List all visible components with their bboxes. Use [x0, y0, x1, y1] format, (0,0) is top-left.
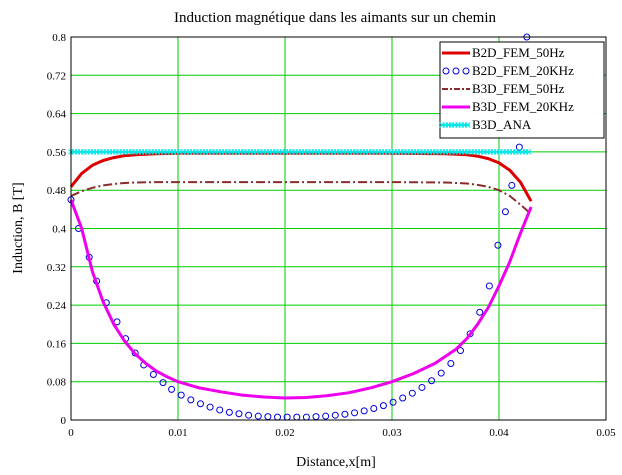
y-tick-label: 0.08	[47, 377, 67, 389]
x-tick-label: 0	[68, 427, 74, 439]
x-tick-label: 0.01	[168, 427, 187, 439]
x-tick-label: 0.05	[596, 427, 616, 439]
data-point	[196, 400, 204, 408]
data-point	[168, 385, 176, 393]
data-point	[302, 413, 310, 421]
legend-item: B2D_FEM_50Hz	[442, 45, 565, 60]
data-point	[351, 409, 359, 417]
series-2	[70, 181, 532, 215]
legend-label: B3D_FEM_20KHz	[472, 99, 574, 114]
legend-label: B2D_FEM_50Hz	[472, 45, 565, 60]
y-tick-label: 0.64	[47, 109, 67, 121]
y-tick-label: 0.16	[47, 338, 67, 350]
data-point	[159, 379, 167, 387]
legend-swatch-marker	[464, 122, 471, 128]
legend-label: B3D_FEM_50Hz	[472, 81, 565, 96]
data-point	[341, 410, 349, 418]
y-tick-label: 0.32	[47, 262, 66, 274]
series-line	[70, 181, 532, 215]
data-point	[177, 391, 185, 399]
legend-item: B3D_FEM_20KHz	[442, 99, 574, 114]
series-marker	[525, 149, 532, 155]
axes: 0 0.01 0.02 0.03 0.04 0.05 0 0.08 0.16 0.24 0.32 0.…	[47, 32, 616, 439]
data-point	[379, 402, 387, 410]
x-tick-label: 0.03	[382, 427, 402, 439]
data-point	[418, 383, 426, 391]
legend-label: B3D_ANA	[472, 117, 532, 132]
data-point	[370, 405, 378, 413]
series-0	[69, 151, 533, 202]
data-point	[389, 398, 397, 406]
data-point	[293, 413, 301, 421]
series-line	[69, 199, 533, 400]
data-point	[331, 411, 339, 419]
data-point	[274, 413, 282, 421]
y-tick-label: 0.48	[47, 185, 67, 197]
x-tick-label: 0.02	[275, 427, 294, 439]
data-point	[149, 371, 157, 379]
data-point	[466, 330, 474, 338]
legend: B2D_FEM_50Hz B2D_FEM_20KHz B3D_FEM_50Hz B3D…	[439, 41, 605, 139]
data-point	[254, 412, 262, 420]
data-point	[508, 181, 516, 189]
data-point	[515, 143, 523, 151]
data-point	[264, 413, 272, 421]
plot-series	[67, 33, 533, 421]
data-point	[322, 412, 330, 420]
y-tick-label: 0.56	[47, 147, 67, 159]
data-point	[216, 406, 224, 414]
data-point	[312, 413, 320, 421]
series-line	[69, 151, 533, 202]
chart-title: Induction magnétique dans les aimants su…	[174, 10, 497, 26]
data-point	[131, 349, 139, 357]
x-tick-label: 0.04	[489, 427, 509, 439]
data-point	[456, 347, 464, 355]
legend-swatch	[442, 67, 450, 75]
legend-item: B2D_FEM_20KHz	[442, 63, 574, 78]
data-point	[235, 410, 243, 418]
series-3	[69, 199, 533, 400]
data-point	[225, 408, 233, 416]
x-axis-label: Distance,x[m]	[296, 455, 376, 470]
data-point	[485, 282, 493, 290]
legend-swatch	[452, 67, 460, 75]
y-tick-label: 0.4	[52, 224, 66, 236]
data-point	[399, 394, 407, 402]
y-tick-label: 0	[61, 415, 67, 427]
data-point	[501, 208, 509, 216]
data-point	[437, 369, 445, 377]
data-point	[206, 403, 214, 411]
data-point	[360, 407, 368, 415]
legend-item: B3D_ANA	[439, 117, 532, 132]
data-point	[245, 411, 253, 419]
y-axis-label: Induction, B [T]	[11, 182, 26, 273]
plot-frame	[70, 36, 607, 421]
data-point	[447, 360, 455, 368]
y-tick-label: 0.8	[52, 32, 66, 44]
data-point	[476, 308, 484, 316]
y-tick-label: 0.72	[47, 70, 66, 82]
series-4	[68, 149, 532, 155]
y-tick-label: 0.24	[47, 300, 67, 312]
data-point	[428, 377, 436, 385]
legend-swatch	[462, 67, 470, 75]
data-point	[494, 241, 502, 249]
legend-item: B3D_FEM_50Hz	[442, 81, 565, 96]
data-point	[408, 389, 416, 397]
legend-label: B2D_FEM_20KHz	[472, 63, 574, 78]
data-point	[187, 396, 195, 404]
